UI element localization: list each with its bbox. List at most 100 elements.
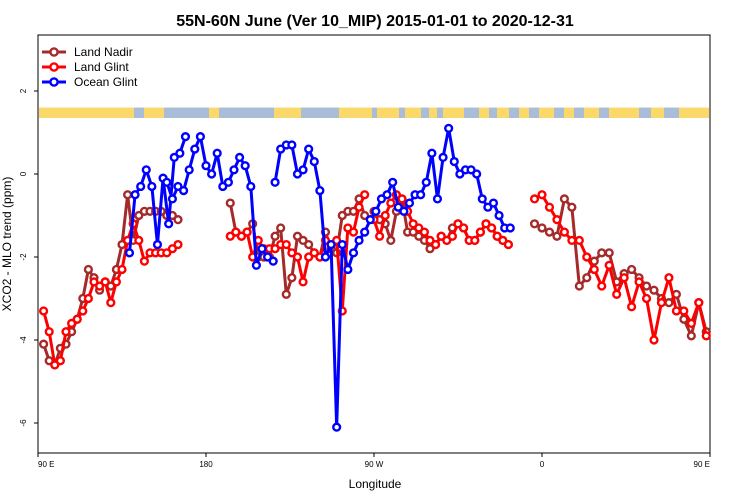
data-point: [432, 194, 443, 204]
ocean-region-16: [664, 107, 679, 118]
data-point: [481, 219, 491, 229]
ocean-region-12: [554, 107, 564, 118]
data-point: [466, 165, 476, 175]
data-point: [619, 273, 629, 283]
data-point: [72, 314, 82, 324]
data-point: [287, 140, 297, 150]
x-tick-label-2: 90 W: [365, 460, 384, 469]
x-tick-label-3: 0: [540, 460, 545, 469]
data-point: [270, 177, 280, 187]
data-point: [487, 223, 497, 233]
legend-label-1: Land Glint: [74, 60, 129, 74]
data-point: [223, 177, 234, 187]
ocean-region-2: [219, 107, 274, 118]
data-point: [139, 256, 150, 266]
x-tick-label-0: 90 E: [38, 460, 54, 469]
y-tick-label-3: -4: [19, 336, 28, 344]
legend-label-2: Ocean Glint: [74, 75, 138, 89]
data-point: [431, 239, 441, 250]
data-point: [134, 210, 144, 221]
data-point: [173, 239, 183, 250]
data-point: [416, 190, 426, 200]
data-point: [162, 248, 172, 258]
data-point: [589, 264, 599, 275]
data-point: [169, 152, 179, 163]
x-tick-label-4: 90 E: [694, 460, 710, 469]
data-point: [380, 210, 390, 221]
data-point: [343, 223, 353, 233]
data-point: [134, 235, 144, 246]
ocean-region-10: [509, 107, 519, 118]
data-point: [38, 339, 49, 349]
data-point: [332, 422, 342, 432]
data-point: [701, 331, 711, 341]
data-point: [354, 235, 364, 246]
data-point: [207, 169, 217, 179]
data-point: [309, 156, 319, 167]
data-point: [612, 289, 622, 299]
data-point: [537, 190, 547, 200]
data-point: [106, 298, 116, 308]
ocean-region-8: [464, 107, 479, 118]
data-point: [332, 235, 342, 246]
data-point: [414, 231, 424, 241]
data-point: [529, 194, 540, 204]
data-point: [124, 248, 135, 258]
data-point: [604, 248, 614, 258]
data-point: [475, 227, 486, 237]
data-point: [298, 165, 308, 175]
data-point: [459, 223, 469, 233]
data-point: [167, 244, 178, 254]
data-point: [164, 219, 174, 229]
y-tick-label-4: -6: [19, 419, 28, 427]
data-point: [597, 248, 607, 258]
series-ocean-glint: [124, 123, 515, 432]
data-point: [173, 215, 183, 225]
data-point: [453, 219, 463, 229]
data-point: [348, 248, 359, 258]
data-point: [567, 202, 577, 212]
data-point: [404, 198, 415, 208]
y-tick-label-0: 2: [19, 88, 28, 93]
data-point: [529, 219, 540, 229]
data-point: [152, 239, 163, 250]
data-point: [173, 181, 183, 192]
data-point: [388, 177, 398, 187]
data-point: [167, 194, 178, 204]
data-point: [626, 302, 637, 312]
data-point: [360, 210, 370, 221]
data-point: [455, 169, 465, 179]
data-point: [494, 210, 504, 221]
data-point: [399, 206, 409, 216]
land-mask-band: [39, 107, 709, 118]
data-point: [386, 235, 396, 246]
data-point: [664, 273, 674, 283]
data-point: [225, 198, 235, 208]
data-point: [419, 227, 430, 237]
series-land-glint: [38, 190, 711, 370]
data-point: [567, 235, 577, 246]
data-point: [360, 190, 370, 200]
data-point: [498, 235, 508, 246]
data-point: [425, 235, 435, 246]
ocean-region-7: [437, 107, 443, 118]
data-point: [386, 198, 396, 208]
data-point: [61, 327, 71, 337]
data-point: [641, 281, 652, 291]
data-point: [122, 190, 133, 200]
data-point: [326, 239, 336, 250]
ocean-region-14: [599, 107, 609, 118]
data-point: [229, 165, 239, 175]
data-point: [694, 298, 704, 308]
chart-title: 55N-60N June (Ver 10_MIP) 2015-01-01 to …: [176, 13, 574, 30]
data-point: [686, 318, 696, 329]
legend-marker-1: [49, 62, 59, 72]
legend-label-0: Land Nadir: [74, 45, 133, 59]
data-point: [236, 231, 247, 241]
data-point: [393, 202, 403, 212]
data-point: [574, 235, 584, 246]
data-point: [582, 252, 592, 262]
data-point: [94, 281, 105, 291]
data-point: [147, 181, 157, 192]
